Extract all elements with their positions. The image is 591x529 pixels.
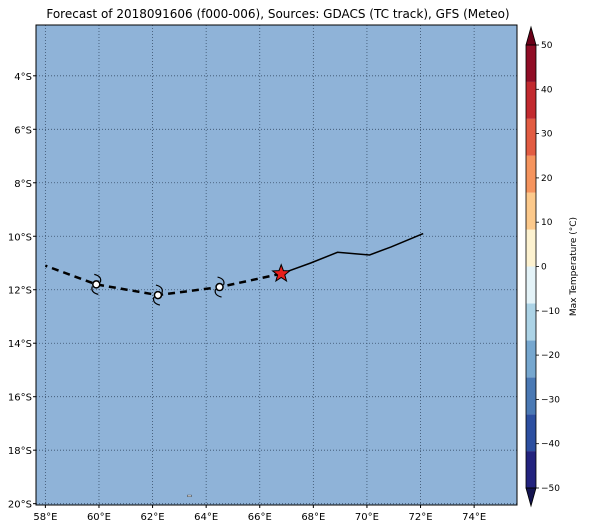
colorbar-over-arrow <box>525 25 537 46</box>
lon-tick-label: 62°E <box>141 512 165 523</box>
lon-tick-label: 66°E <box>248 512 272 523</box>
cyclone-icon <box>152 284 163 306</box>
colorbar-tick-label: −50 <box>541 484 560 494</box>
lat-tick-label: 10°S <box>8 232 32 243</box>
lat-tick-label: 18°S <box>8 446 32 457</box>
lon-tick-label: 72°E <box>409 512 433 523</box>
colorbar-segment <box>526 155 536 193</box>
colorbar-tick-label: 40 <box>541 85 553 95</box>
colorbar-tick-label: 30 <box>541 130 553 140</box>
cyclone-icon <box>214 276 225 298</box>
colorbar-under-arrow <box>525 487 537 508</box>
lat-tick-label: 16°S <box>8 393 32 404</box>
colorbar-tick-label: 0 <box>541 263 547 273</box>
cyclone-icon <box>91 273 102 295</box>
colorbar-segment <box>526 377 536 415</box>
lat-tick-label: 12°S <box>8 286 32 297</box>
lon-tick-label: 64°E <box>194 512 218 523</box>
colorbar: 50 40 30 20 10 0 −10 −20 −30 −40 −50 <box>525 25 560 508</box>
map-title: Forecast of 2018091606 (f000-006), Sourc… <box>46 7 510 21</box>
colorbar-tick-label: −20 <box>541 351 560 361</box>
colorbar-tick-label: −40 <box>541 440 560 450</box>
graticule <box>36 25 517 505</box>
lon-tick-label: 60°E <box>87 512 111 523</box>
lon-axis: 58°E 60°E 62°E 64°E 66°E 68°E 70°E 72°E 74°E <box>33 505 486 523</box>
lon-tick-label: 58°E <box>33 512 57 523</box>
colorbar-segment <box>526 229 536 267</box>
island <box>187 494 192 497</box>
colorbar-segment <box>526 266 536 304</box>
lat-tick-label: 8°S <box>14 179 32 190</box>
colorbar-segment <box>526 303 536 341</box>
colorbar-segment <box>526 414 536 452</box>
past-track-line <box>280 232 424 275</box>
lat-axis: 4°S 6°S 8°S 10°S 12°S 14°S 16°S 18°S 20°S <box>8 72 36 511</box>
colorbar-label: Max Temperature (°C) <box>569 217 579 316</box>
map-area[interactable] <box>35 24 518 506</box>
colorbar-tick-label: 10 <box>541 218 553 228</box>
lon-tick-label: 74°E <box>462 512 486 523</box>
colorbar-tick-label: 50 <box>541 41 553 51</box>
colorbar-segment <box>526 192 536 230</box>
forecast-markers <box>91 273 225 306</box>
colorbar-tick-label: −30 <box>541 395 560 405</box>
lat-tick-label: 4°S <box>14 72 32 83</box>
colorbar-tick-label: −10 <box>541 307 560 317</box>
colorbar-segment <box>526 45 536 82</box>
colorbar-segment <box>526 81 536 119</box>
colorbar-segment <box>526 451 536 488</box>
colorbar-segment <box>526 340 536 378</box>
lon-tick-label: 70°E <box>355 512 379 523</box>
lat-tick-label: 6°S <box>14 125 32 136</box>
lon-tick-label: 68°E <box>301 512 325 523</box>
colorbar-tick-label: 20 <box>541 174 553 184</box>
map-frame <box>35 24 518 506</box>
ocean <box>36 25 517 505</box>
colorbar-segment <box>526 118 536 156</box>
lat-tick-label: 14°S <box>8 339 32 350</box>
star-icon <box>271 263 292 283</box>
lat-tick-label: 20°S <box>8 500 32 511</box>
